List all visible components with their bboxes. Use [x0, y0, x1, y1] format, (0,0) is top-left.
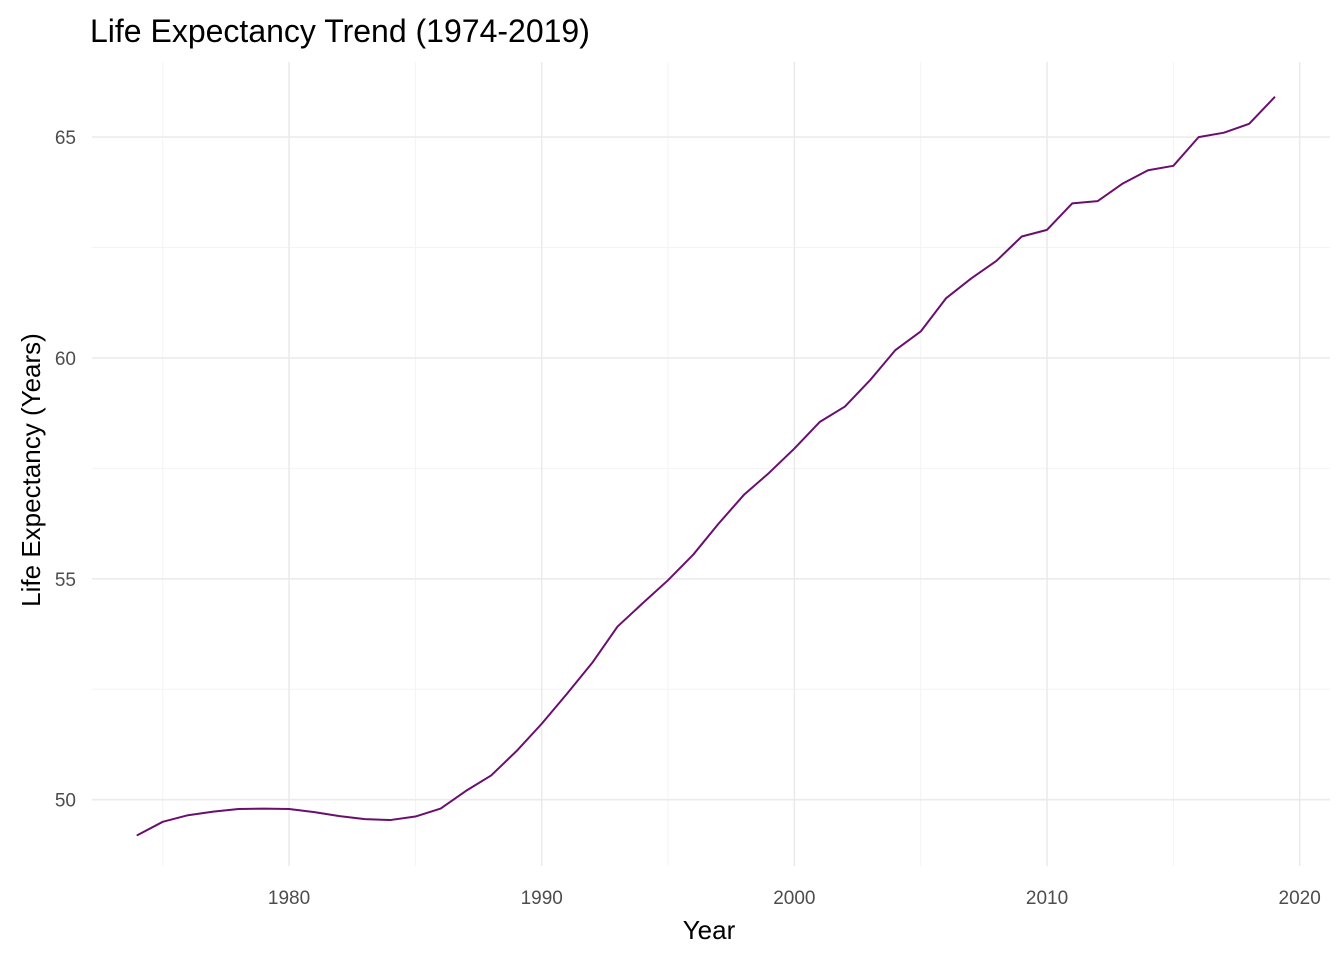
major-gridlines — [92, 62, 1330, 866]
x-tick-label: 1980 — [268, 888, 310, 909]
y-tick-label: 55 — [55, 570, 76, 591]
y-axis-title: Life Expectancy (Years) — [16, 333, 46, 607]
x-tick-label: 2000 — [773, 888, 815, 909]
chart-title: Life Expectancy Trend (1974-2019) — [90, 13, 590, 49]
y-axis-tick-labels: 50 55 60 65 — [55, 128, 76, 812]
life-expectancy-line — [136, 96, 1276, 837]
series-layer — [136, 96, 1276, 837]
minor-gridlines — [92, 62, 1330, 866]
x-axis-tick-labels: 1980 1990 2000 2010 2020 — [268, 888, 1321, 909]
x-axis-title: Year — [683, 915, 736, 945]
x-tick-label: 2020 — [1279, 888, 1321, 909]
y-tick-label: 50 — [55, 791, 76, 812]
x-tick-label: 1990 — [521, 888, 563, 909]
y-tick-label: 60 — [55, 349, 76, 370]
y-tick-label: 65 — [55, 128, 76, 149]
x-tick-label: 2010 — [1026, 888, 1068, 909]
